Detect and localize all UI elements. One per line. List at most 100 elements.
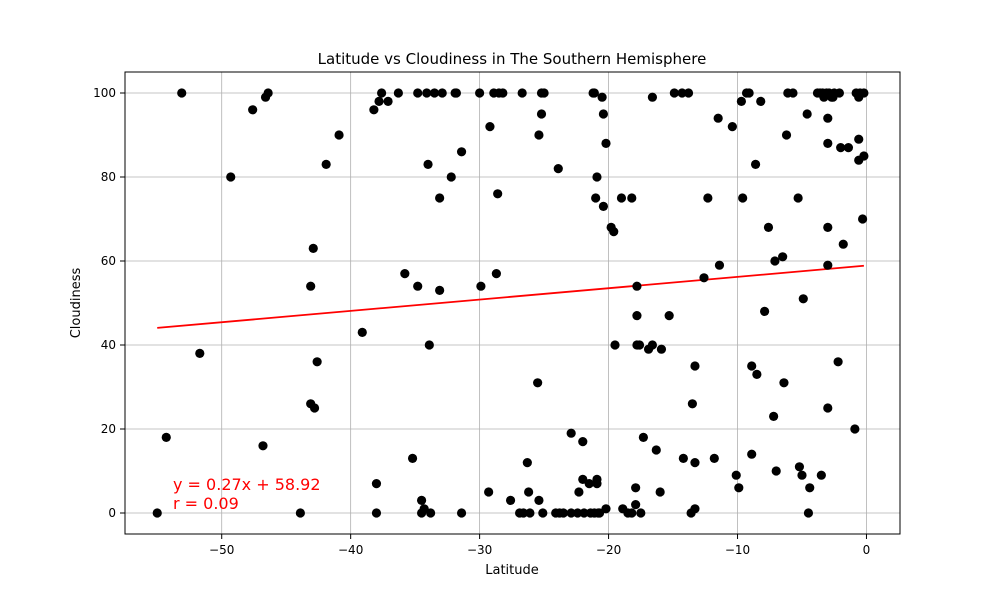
data-point (371, 508, 382, 518)
data-point (678, 453, 688, 463)
data-point (517, 88, 527, 98)
data-point (321, 159, 331, 169)
data-point (591, 193, 601, 203)
data-point (823, 260, 833, 270)
data-point (669, 88, 679, 98)
data-point (422, 88, 432, 98)
data-point (357, 327, 367, 337)
data-point (738, 193, 748, 203)
data-point (843, 143, 854, 153)
data-point (638, 432, 648, 442)
data-point (400, 269, 410, 279)
data-point (601, 504, 611, 514)
data-point (484, 487, 494, 497)
data-point (713, 113, 723, 123)
data-point (734, 483, 744, 493)
data-point (456, 508, 467, 518)
data-point (584, 479, 594, 489)
x-tick-label: −30 (467, 543, 492, 557)
data-point (369, 105, 379, 115)
x-tick-label: −10 (725, 543, 750, 557)
data-point (493, 189, 503, 199)
data-point (823, 138, 833, 148)
data-point (195, 348, 205, 358)
data-point (536, 109, 547, 119)
regression-equation: y = 0.27x + 58.92 (173, 475, 321, 494)
data-point (424, 340, 434, 350)
data-point (579, 508, 589, 518)
data-point (833, 357, 843, 367)
data-point (248, 105, 258, 115)
data-point (609, 227, 619, 237)
data-point (574, 487, 584, 497)
data-point (656, 344, 667, 354)
data-point (781, 130, 792, 140)
data-point (505, 495, 516, 505)
data-point (152, 508, 162, 518)
data-point (699, 273, 709, 283)
data-point (651, 445, 661, 455)
data-point (161, 432, 171, 442)
data-point (485, 122, 495, 132)
data-points (152, 88, 869, 518)
y-tick-label: 80 (101, 170, 116, 184)
data-point (838, 239, 848, 249)
data-point (518, 508, 529, 518)
data-point (573, 508, 583, 518)
data-point (627, 193, 637, 203)
y-tick-label: 20 (101, 422, 116, 436)
data-point (393, 88, 403, 98)
data-point (836, 143, 846, 153)
data-point (744, 88, 754, 98)
data-point (823, 222, 833, 232)
data-point (371, 479, 382, 489)
data-point (498, 88, 508, 98)
data-point (383, 96, 393, 106)
data-point (524, 487, 534, 497)
data-point (589, 88, 599, 98)
y-axis-label: Cloudiness (69, 268, 84, 339)
data-point (592, 479, 602, 489)
data-point (834, 88, 844, 98)
data-point (805, 483, 815, 493)
data-point (823, 403, 833, 413)
data-point (794, 462, 805, 472)
data-point (859, 151, 869, 161)
data-point (687, 399, 697, 409)
data-point (475, 88, 485, 98)
data-point (731, 470, 741, 480)
data-point (763, 222, 774, 232)
data-point (858, 214, 868, 224)
data-point (793, 193, 803, 203)
data-point (437, 88, 447, 98)
data-point (413, 88, 423, 98)
data-point (636, 508, 646, 518)
data-point (770, 256, 780, 266)
data-point (750, 159, 761, 169)
data-point (534, 495, 544, 505)
data-point (854, 134, 864, 144)
data-point (736, 96, 746, 106)
data-point (634, 340, 645, 350)
data-point (416, 495, 427, 505)
data-point (177, 88, 187, 98)
y-tick-label: 60 (101, 254, 116, 268)
data-point (429, 88, 440, 98)
y-axis-ticks: 0 20 40 60 80 100 (93, 86, 125, 520)
data-point (779, 378, 789, 388)
data-point (631, 500, 641, 510)
data-point (263, 88, 273, 98)
data-point (334, 130, 344, 140)
data-point (553, 164, 563, 174)
x-axis-label: Latitude (485, 563, 539, 578)
data-point (647, 340, 658, 350)
data-point (258, 441, 268, 451)
r-value-label: r = 0.09 (173, 494, 239, 513)
data-point (747, 449, 757, 459)
data-point (769, 411, 779, 421)
data-point (598, 201, 609, 211)
data-point (802, 109, 812, 119)
data-point (525, 508, 535, 518)
data-point (435, 193, 445, 203)
data-point (308, 243, 318, 253)
